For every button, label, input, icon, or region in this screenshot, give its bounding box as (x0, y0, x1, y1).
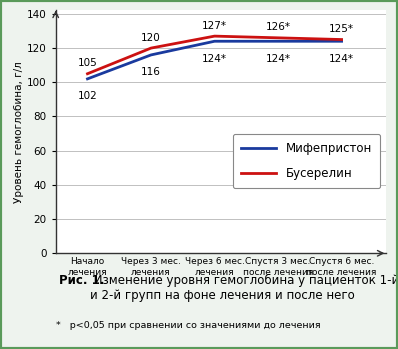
Text: Изменение уровня гемоглобина у пациенток 1-й
и 2-й групп на фоне лечения и после: Изменение уровня гемоглобина у пациенток… (90, 274, 398, 302)
Text: 124*: 124* (329, 54, 354, 64)
Text: 105: 105 (78, 58, 98, 68)
Text: 102: 102 (78, 91, 98, 101)
Text: *   p<0,05 при сравнении со значениями до лечения: * p<0,05 при сравнении со значениями до … (56, 321, 320, 330)
Text: 126*: 126* (265, 22, 291, 32)
Y-axis label: Уровень гемоглобина, г/л: Уровень гемоглобина, г/л (14, 61, 24, 203)
Legend: Мифепристон, Бусерелин: Мифепристон, Бусерелин (232, 134, 380, 188)
Text: 127*: 127* (202, 21, 227, 31)
Text: 120: 120 (141, 32, 161, 43)
Text: Рис. 1.: Рис. 1. (59, 274, 104, 287)
Text: 124*: 124* (202, 54, 227, 64)
Text: 116: 116 (141, 67, 161, 77)
Text: 125*: 125* (329, 24, 354, 34)
Text: 124*: 124* (265, 54, 291, 64)
